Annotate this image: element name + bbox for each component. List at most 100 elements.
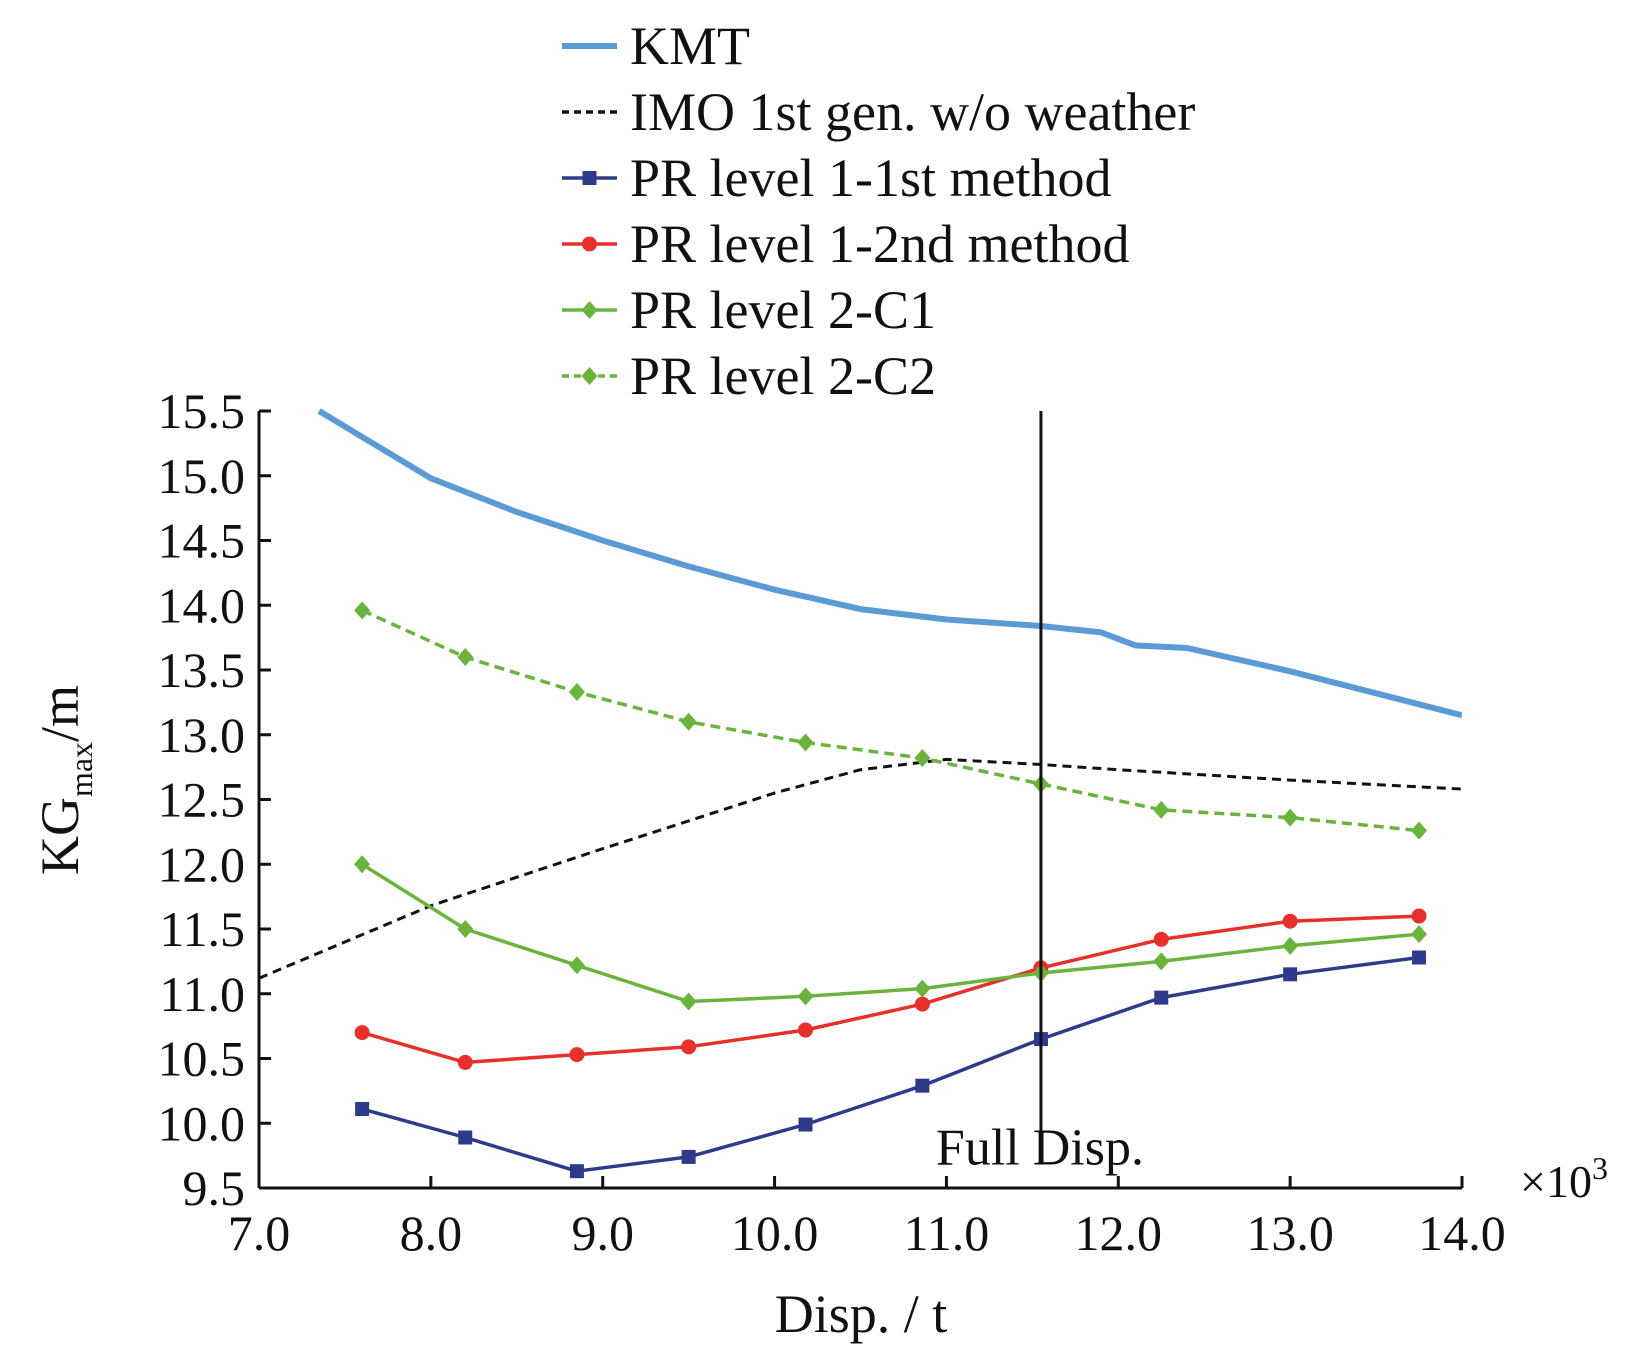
data-point	[1282, 808, 1299, 827]
data-point	[354, 1025, 370, 1041]
y-tick-label: 13.5	[158, 642, 246, 698]
data-point	[1411, 908, 1427, 924]
data-point	[457, 920, 474, 938]
y-tick-label: 14.5	[158, 513, 246, 569]
data-point	[680, 992, 697, 1011]
data-point	[1411, 925, 1428, 944]
data-point	[1153, 931, 1169, 947]
y-tick-label: 12.0	[158, 836, 246, 892]
data-point	[458, 1130, 473, 1145]
x-multiplier-exponent: 3	[1592, 1150, 1608, 1186]
legend-marker	[581, 301, 598, 319]
y-axis-title-subscript: max	[63, 742, 99, 797]
y-tick-label: 9.5	[183, 1160, 246, 1216]
data-point	[457, 648, 474, 667]
data-point	[1412, 950, 1427, 965]
data-point	[798, 1022, 814, 1038]
y-tick-label: 11.5	[159, 901, 245, 957]
y-axis-title-main: KG	[30, 797, 90, 875]
data-point	[915, 1078, 930, 1093]
legend-label: PR level 1-1st method	[630, 148, 1111, 208]
series-line	[361, 955, 1420, 1173]
data-point	[797, 987, 814, 1006]
x-tick-label: 12.0	[1075, 1205, 1163, 1261]
y-tick-label: 15.0	[158, 448, 246, 504]
series-line	[259, 757, 1462, 980]
data-point	[797, 733, 814, 752]
data-point	[1283, 967, 1298, 982]
legend-item-pr-level-2-c2: PR level 2-C2	[562, 346, 936, 406]
data-point	[568, 683, 585, 702]
data-point	[914, 749, 931, 768]
y-ticks: 9.5 10.0 10.5 11.0 11.5 12.0 12.5 13.0 13.5 14.0 1…	[158, 383, 271, 1216]
x-tick-label: 13.0	[1246, 1205, 1334, 1261]
data-point	[680, 712, 697, 731]
data-point	[457, 1054, 473, 1070]
data-point	[1282, 936, 1299, 955]
series-line	[361, 914, 1420, 1065]
legend-item-imo-1st-gen-w-o-weather: IMO 1st gen. w/o weather	[562, 82, 1195, 142]
legend-item-pr-level-1-2nd-method: PR level 1-2nd method	[562, 214, 1129, 274]
series-layer	[259, 408, 1462, 1179]
data-point	[914, 979, 931, 998]
x-multiplier-base: ×10	[1520, 1156, 1592, 1207]
series-pr-level-1-2nd-method	[354, 908, 1427, 1070]
data-point	[569, 1047, 585, 1063]
data-point	[569, 1164, 584, 1179]
y-tick-label: 11.0	[159, 966, 245, 1022]
legend-label: PR level 1-2nd method	[630, 214, 1129, 274]
x-tick-label: 10.0	[731, 1205, 819, 1261]
series-pr-level-1-1st-method	[355, 950, 1427, 1179]
series-pr-level-2-c2	[354, 601, 1428, 840]
y-tick-label: 15.5	[158, 383, 246, 439]
legend-label: PR level 2-C2	[630, 346, 936, 406]
data-point	[681, 1149, 696, 1164]
x-tick-label: 8.0	[400, 1205, 463, 1261]
data-point	[354, 855, 371, 874]
y-tick-label: 12.5	[158, 772, 246, 828]
y-axis-title-unit: /m	[30, 685, 90, 742]
data-point	[914, 996, 930, 1012]
legend-label: IMO 1st gen. w/o weather	[630, 82, 1195, 142]
y-tick-label: 14.0	[158, 577, 246, 633]
legend-marker	[582, 171, 597, 185]
series-line	[317, 408, 1462, 719]
series-pr-level-2-c1	[354, 855, 1428, 1011]
data-point	[354, 601, 371, 620]
x-ticks: 7.0 8.0 9.0 10.0 11.0 12.0 13.0 14.0	[228, 1176, 1506, 1261]
legend-item-pr-level-2-c1: PR level 2-C1	[562, 280, 936, 340]
y-tick-label: 10.0	[158, 1095, 246, 1151]
x-tick-label: 11.0	[904, 1205, 990, 1261]
x-tick-label: 7.0	[228, 1205, 291, 1261]
series-line	[361, 608, 1420, 833]
data-point	[355, 1102, 370, 1117]
y-tick-label: 13.0	[158, 707, 246, 763]
x-axis-title: Disp. / t	[775, 1284, 948, 1344]
data-point	[1282, 913, 1298, 929]
y-axis-title: KGmax/m	[30, 685, 99, 875]
legend-marker	[581, 367, 598, 385]
series-line	[361, 862, 1420, 1004]
legend-item-kmt: KMT	[562, 16, 750, 76]
full-displacement-label: Full Disp.	[936, 1120, 1144, 1177]
data-point	[798, 1117, 813, 1132]
legend-label: KMT	[630, 16, 750, 76]
y-tick-label: 10.5	[158, 1031, 246, 1087]
axes	[257, 411, 1462, 1190]
x-multiplier: ×103	[1520, 1150, 1608, 1207]
series-kmt	[317, 408, 1462, 719]
data-point	[1153, 952, 1170, 971]
data-point	[568, 956, 585, 975]
data-point	[1411, 821, 1428, 840]
data-point	[1153, 800, 1170, 819]
data-point	[1154, 990, 1169, 1005]
series-imo-1st-gen-w-o-weather	[259, 757, 1462, 980]
x-tick-label: 9.0	[571, 1205, 634, 1261]
legend-item-pr-level-1-1st-method: PR level 1-1st method	[562, 148, 1111, 208]
legend-label: PR level 2-C1	[630, 280, 936, 340]
data-point	[681, 1039, 697, 1055]
legend-marker	[582, 236, 597, 252]
x-tick-label: 14.0	[1418, 1205, 1506, 1261]
